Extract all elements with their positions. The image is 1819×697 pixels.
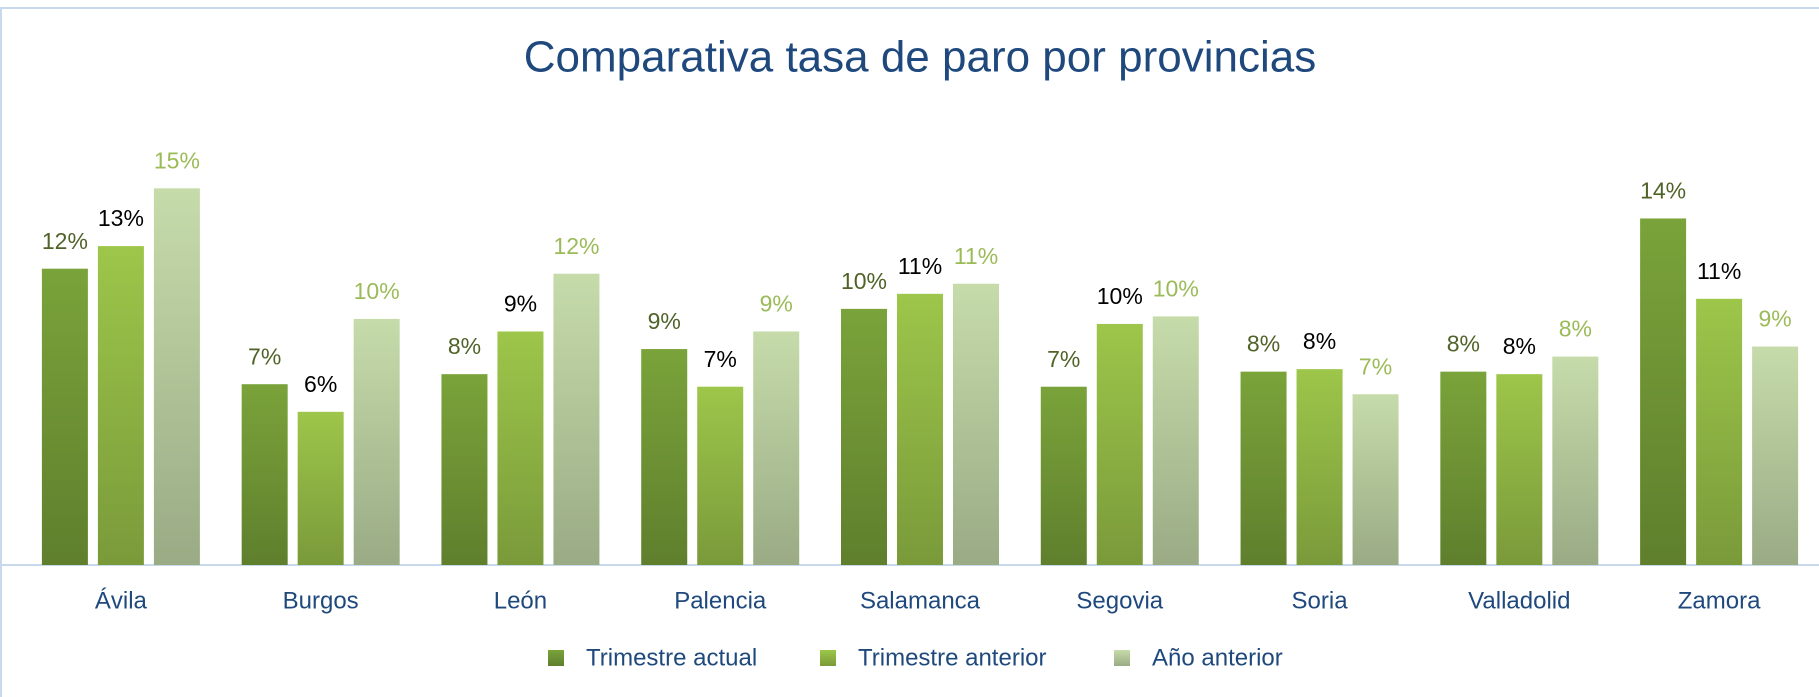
value-label: 9% xyxy=(648,308,681,334)
x-tick-label: Segovia xyxy=(1076,587,1163,614)
value-label: 8% xyxy=(1559,316,1592,342)
bar xyxy=(1296,369,1343,565)
bar xyxy=(1440,371,1487,565)
value-label: 12% xyxy=(553,233,599,259)
bar xyxy=(697,386,744,565)
value-label: 8% xyxy=(1303,328,1336,354)
legend-swatch xyxy=(548,650,564,666)
value-label: 6% xyxy=(304,371,337,397)
legend-label: Trimestre anterior xyxy=(858,644,1046,671)
bar xyxy=(1752,346,1799,565)
bar xyxy=(841,308,887,565)
value-label: 15% xyxy=(154,147,200,173)
x-tick-label: Ávila xyxy=(95,587,148,614)
bar xyxy=(1696,298,1743,565)
bar xyxy=(497,331,544,565)
value-label: 7% xyxy=(248,343,281,369)
value-label: 10% xyxy=(841,268,887,294)
legend-swatch xyxy=(820,650,836,666)
value-label: 7% xyxy=(1047,346,1080,372)
x-tick-label: Zamora xyxy=(1678,587,1761,614)
x-tick-label: Salamanca xyxy=(860,587,981,614)
value-label: 14% xyxy=(1640,178,1686,204)
bar xyxy=(1040,386,1087,565)
legend-swatch xyxy=(1114,650,1130,666)
x-tick-label: Palencia xyxy=(674,587,767,614)
value-label: 13% xyxy=(98,205,144,231)
bar xyxy=(353,318,400,565)
bar xyxy=(1496,374,1543,565)
value-label: 10% xyxy=(1153,275,1199,301)
chart-frame xyxy=(0,7,1819,697)
bar xyxy=(153,188,200,566)
value-label: 8% xyxy=(1247,331,1280,357)
bar xyxy=(441,374,488,565)
chart-title: Comparativa tasa de paro por provincias xyxy=(524,33,1316,82)
value-label: 8% xyxy=(448,333,481,359)
bar xyxy=(297,411,344,565)
legend-label: Año anterior xyxy=(1152,644,1283,671)
bar xyxy=(1240,371,1287,565)
bar xyxy=(1352,394,1399,565)
value-label: 7% xyxy=(704,346,737,372)
value-label: 12% xyxy=(42,228,88,254)
bar xyxy=(97,246,144,566)
bar xyxy=(1640,218,1687,565)
x-tick-label: Valladolid xyxy=(1468,587,1570,614)
x-tick-label: Soria xyxy=(1292,587,1349,614)
x-tick-label: León xyxy=(494,587,547,614)
value-label: 10% xyxy=(354,278,400,304)
value-label: 11% xyxy=(1697,258,1741,284)
value-label: 9% xyxy=(504,291,537,317)
bar xyxy=(641,349,688,565)
value-label: 10% xyxy=(1097,283,1143,309)
bar xyxy=(1152,316,1199,565)
value-label: 9% xyxy=(760,291,793,317)
x-tick-label: Burgos xyxy=(283,587,359,614)
value-label: 11% xyxy=(954,243,998,269)
bar xyxy=(241,384,288,565)
value-label: 8% xyxy=(1503,333,1536,359)
bar xyxy=(1552,356,1599,565)
bar xyxy=(553,273,600,565)
value-label: 7% xyxy=(1359,353,1392,379)
bar xyxy=(1096,323,1143,565)
bar xyxy=(41,268,88,565)
bar xyxy=(753,331,800,565)
value-label: 9% xyxy=(1758,306,1791,332)
bar xyxy=(897,293,943,565)
value-label: 11% xyxy=(898,253,942,279)
bar xyxy=(953,283,999,565)
legend-label: Trimestre actual xyxy=(586,644,757,671)
value-label: 8% xyxy=(1447,331,1480,357)
